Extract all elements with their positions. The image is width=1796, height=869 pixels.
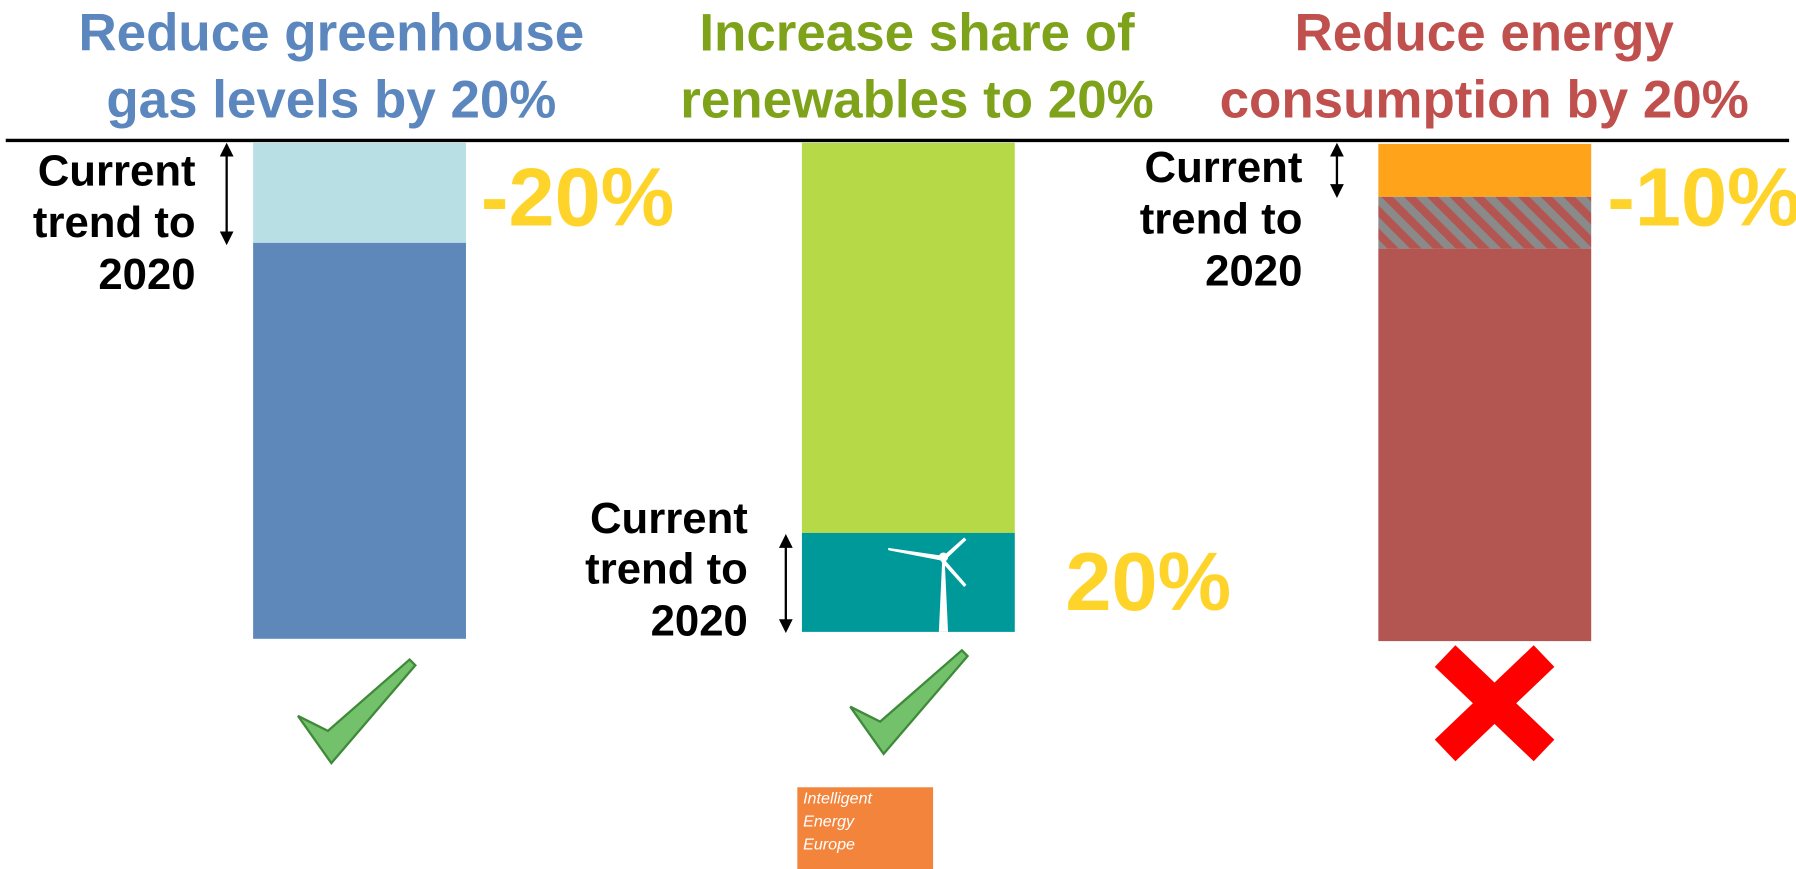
- panel-title: Reduce greenhouse: [78, 4, 584, 63]
- bar-segment: [1378, 143, 1592, 197]
- bar-segment: [1378, 248, 1592, 642]
- trend-label: trend to: [585, 545, 748, 594]
- logo-text: Intelligent: [803, 789, 873, 807]
- bar-segment: [253, 142, 466, 243]
- bar-segment: [801, 142, 1015, 533]
- trend-label: 2020: [1205, 246, 1302, 295]
- change-label: 20%: [1065, 535, 1231, 628]
- trend-label: trend to: [33, 198, 196, 247]
- panel-title: Reduce energy: [1295, 4, 1675, 63]
- check-icon: [297, 657, 417, 765]
- trend-label: Current: [1145, 143, 1303, 192]
- change-label: -10%: [1607, 151, 1796, 244]
- bar-segment: [1378, 196, 1592, 249]
- bar-segment: [801, 532, 1015, 632]
- panel-title: gas levels by 20%: [106, 70, 556, 129]
- bar-segment: [253, 242, 466, 639]
- trend-label: Current: [590, 494, 748, 543]
- logo-box: [797, 787, 934, 869]
- logo-text: Energy: [803, 812, 855, 830]
- trend-label: Current: [38, 146, 196, 195]
- panel-title: renewables to 20%: [680, 70, 1153, 129]
- trend-label: 2020: [651, 596, 748, 645]
- cross-icon: [1434, 645, 1555, 762]
- logo-text: Europe: [803, 835, 855, 853]
- check-icon: [849, 648, 970, 756]
- panel-title: consumption by 20%: [1220, 70, 1749, 129]
- trend-label: 2020: [98, 250, 195, 299]
- change-label: -20%: [481, 151, 674, 244]
- wind-turbine-icon: [888, 537, 967, 632]
- panel-title: Increase share of: [699, 4, 1135, 63]
- trend-label: trend to: [1140, 195, 1303, 244]
